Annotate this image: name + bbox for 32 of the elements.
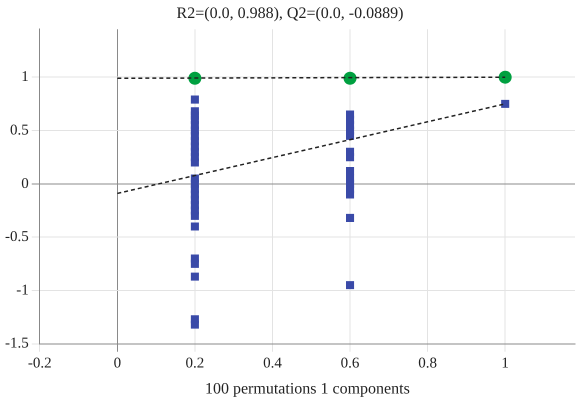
y-tick-label: 1 <box>21 69 29 86</box>
point <box>346 132 354 140</box>
point <box>190 222 199 231</box>
x-axis-title: 100 permutations 1 components <box>204 380 410 398</box>
point <box>344 72 357 85</box>
point <box>190 96 199 104</box>
x-tick-label: 0.8 <box>418 356 437 372</box>
point <box>346 167 354 176</box>
x-tick-label: 0.6 <box>340 356 360 372</box>
point <box>190 272 199 281</box>
point <box>190 212 199 220</box>
point <box>188 72 202 85</box>
point <box>190 158 199 167</box>
point <box>346 190 354 199</box>
point <box>346 153 354 162</box>
point <box>346 214 354 222</box>
point <box>501 100 510 108</box>
x-tick-label: 0 <box>114 356 122 372</box>
point <box>346 281 354 290</box>
y-tick-label: -1 <box>16 282 29 298</box>
x-tick-label: 0.4 <box>263 356 282 372</box>
y-tick-label: 0.5 <box>10 122 29 138</box>
x-tick-label: 0.2 <box>186 356 204 372</box>
point <box>190 260 199 268</box>
y-tick-label: 0 <box>21 176 29 192</box>
point <box>498 70 512 84</box>
x-tick-label: -0.2 <box>28 356 52 372</box>
x-tick-label: 1 <box>501 356 509 372</box>
point <box>190 320 199 329</box>
chart-title: R2=(0.0, 0.988), Q2=(0.0, -0.0889) <box>176 4 404 22</box>
y-tick-label: -1.5 <box>4 336 29 352</box>
y-tick-label: -0.5 <box>4 229 29 246</box>
